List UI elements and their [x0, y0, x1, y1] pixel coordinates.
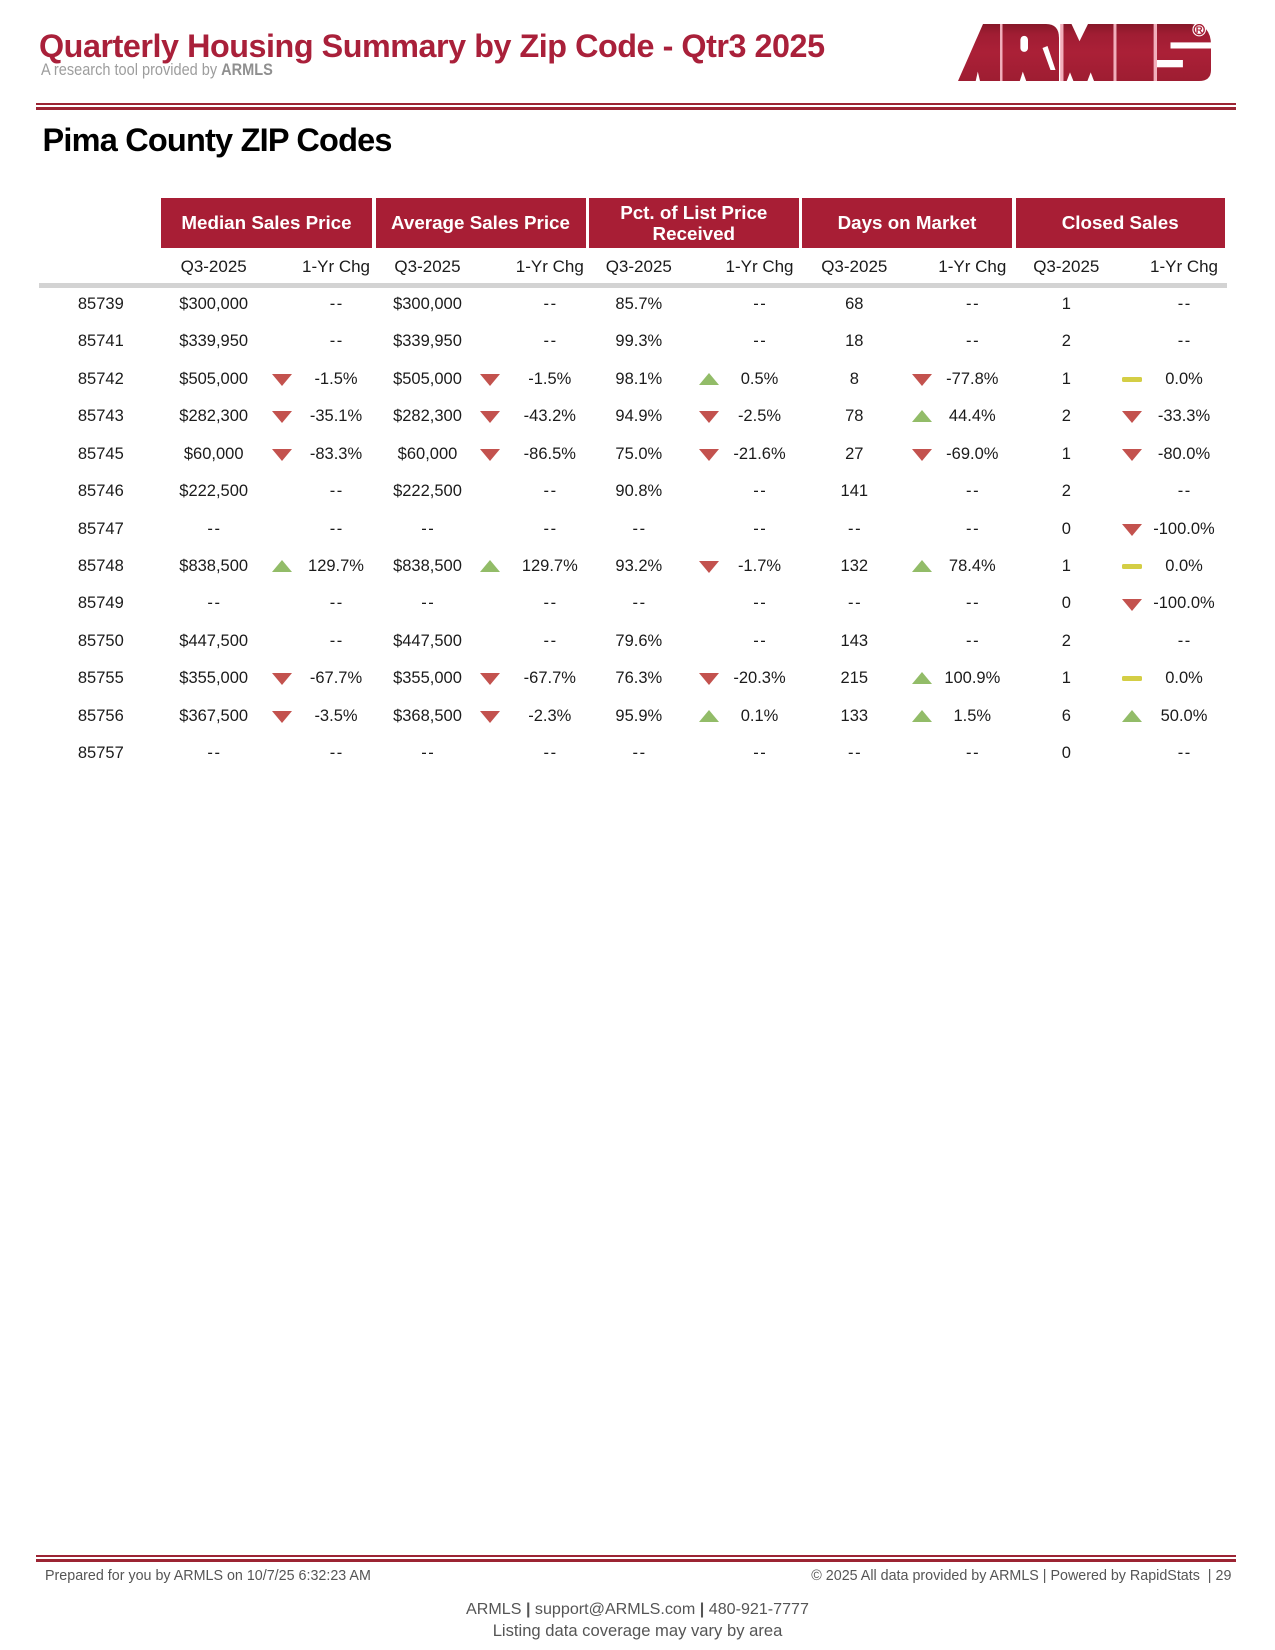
svg-text:R: R	[1196, 25, 1203, 36]
